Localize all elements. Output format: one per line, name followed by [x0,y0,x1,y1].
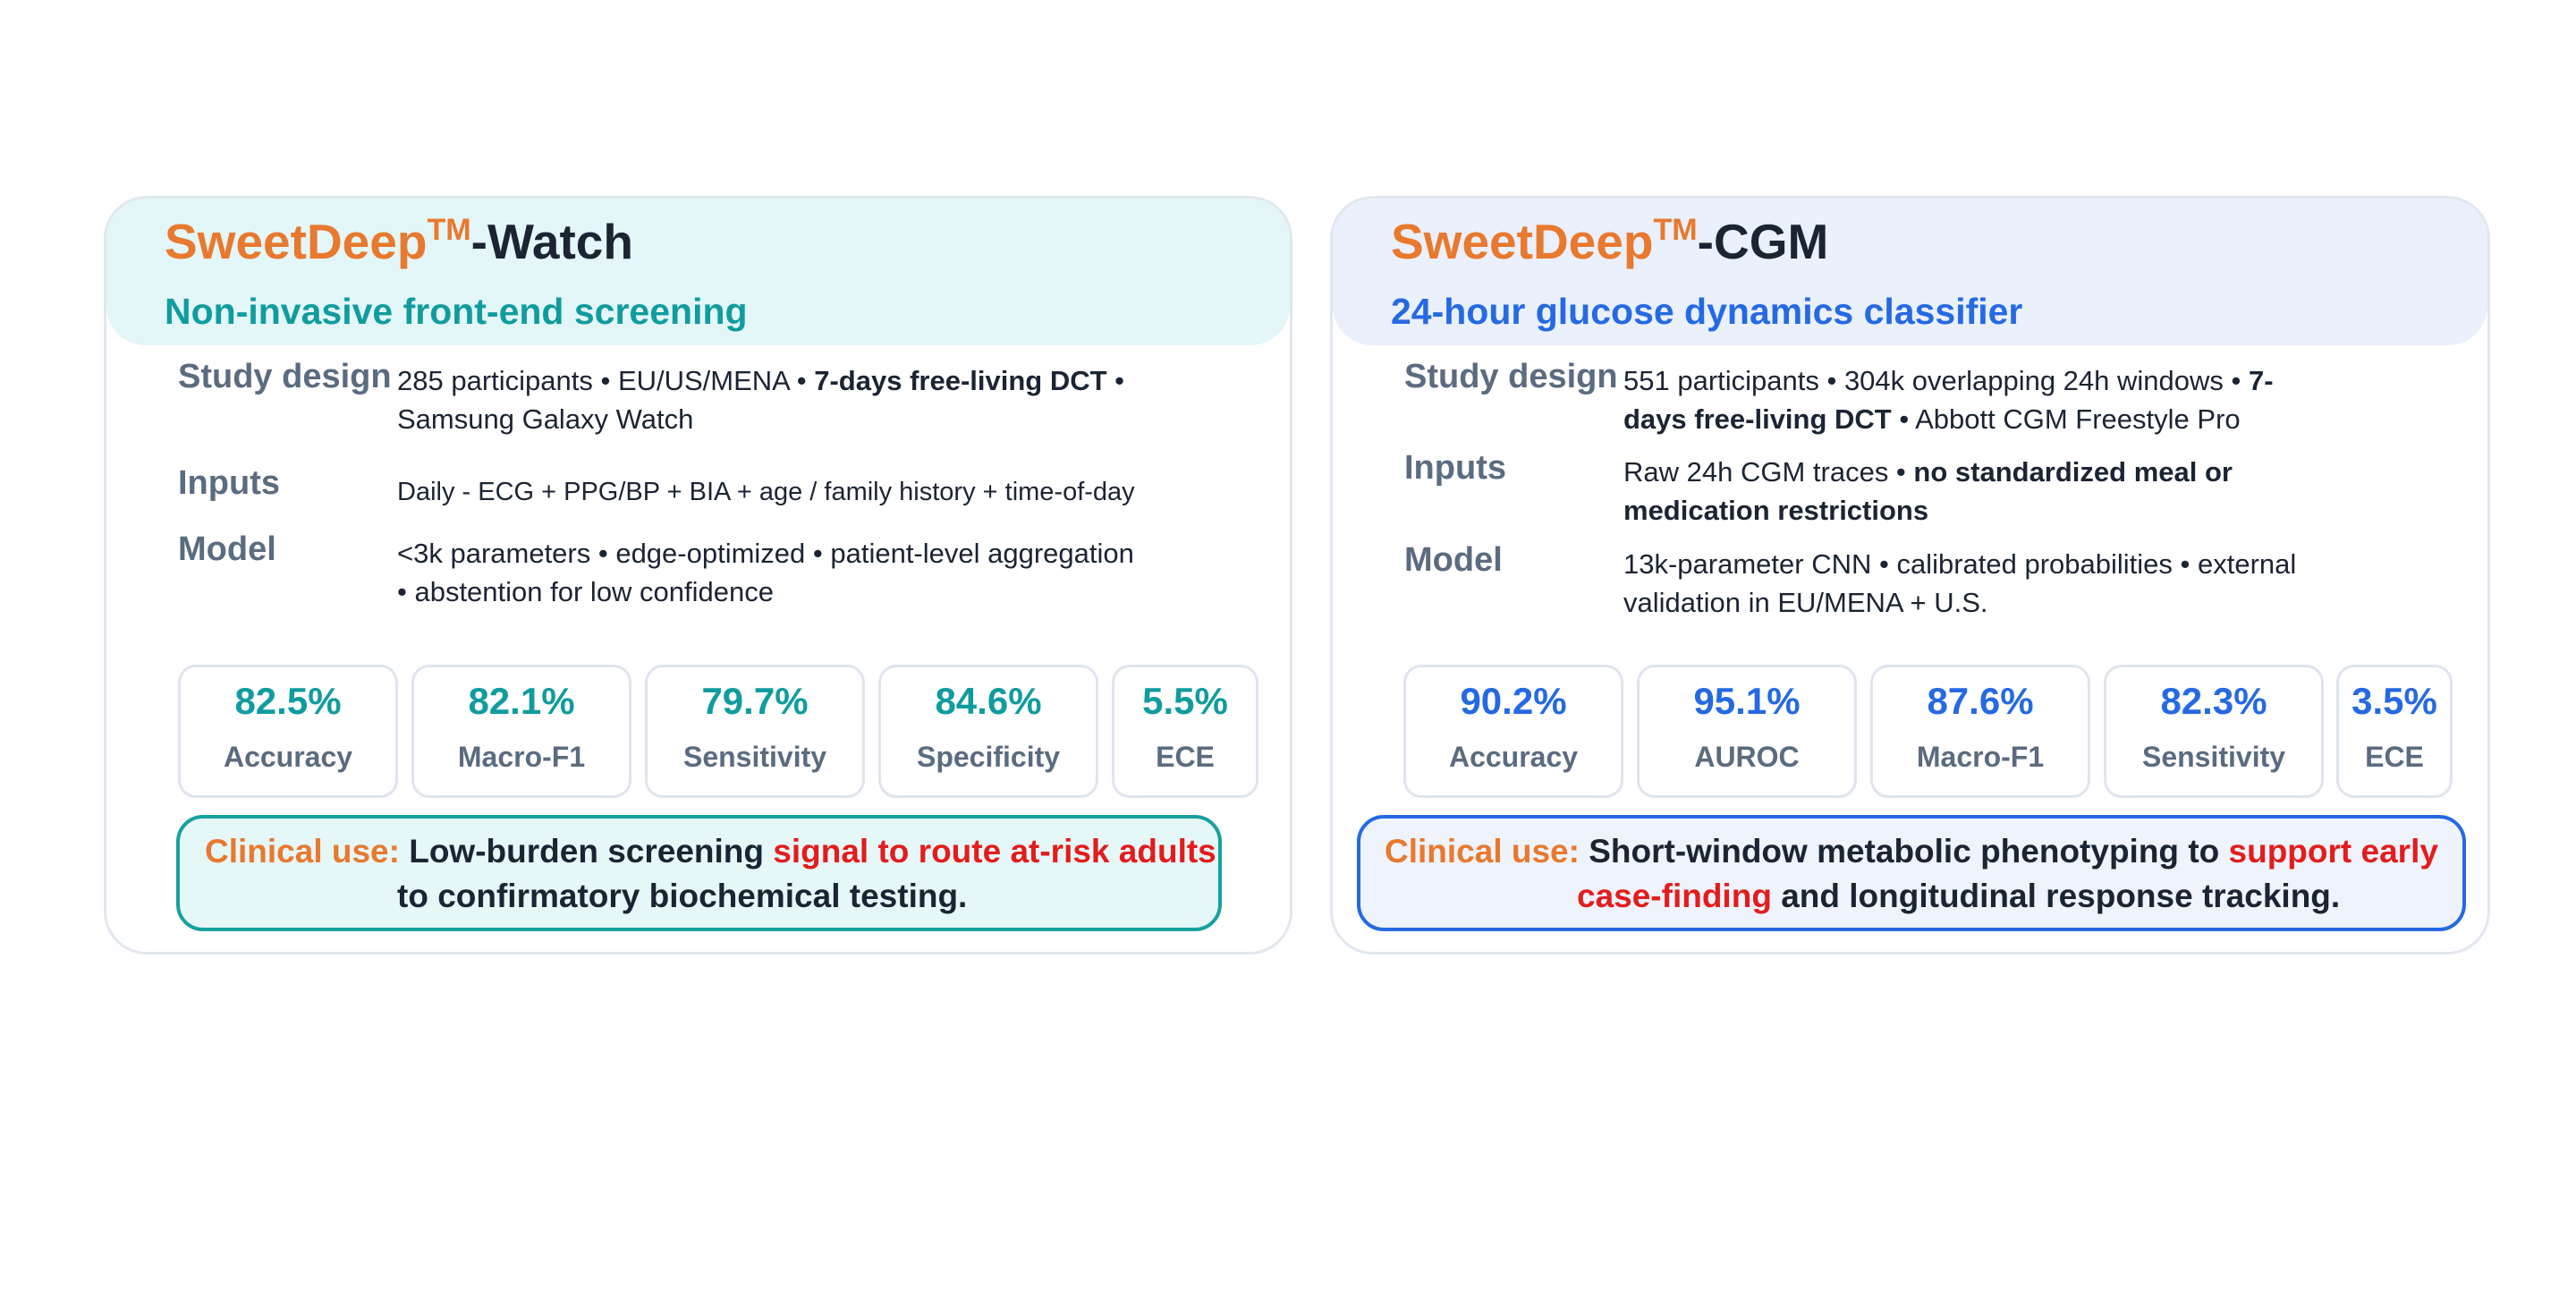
metric-value: 79.7% [701,680,809,722]
cgm-clinical-highlight: support early [2228,833,2438,870]
watch-clinical-text-a: Low-burden screening [399,833,774,870]
watch-model-text-line2: • abstention for low confidence [397,576,774,607]
metric-label: Sensitivity [682,741,827,773]
watch-metric-specificity: 84.6% Specificity [878,665,1098,798]
watch-trademark: TM [427,212,471,247]
watch-metric-ece: 5.5% ECE [1112,665,1258,798]
cgm-clinical-label: Clinical use: [1385,833,1580,870]
metric-label: Accuracy [1448,741,1579,773]
watch-study-design-text-bold: 7-days free-living DCT [814,365,1107,396]
metric-value: 95.1% [1693,680,1801,722]
watch-model-text: <3k parameters • edge-optimized • patien… [397,534,1229,611]
metric-label: ECE [2365,741,2424,773]
cgm-inputs-text-bold: no standardized meal or [1913,456,2233,488]
watch-metric-macro-f1: 82.1% Macro-F1 [411,665,631,798]
watch-clinical-highlight: signal to route at-risk adults [773,833,1216,870]
watch-inputs-text: Daily - ECG + PPG/BP + BIA + age / famil… [397,478,1135,506]
watch-study-design-text: 285 participants • EU/US/MENA • 7-days f… [397,361,1229,438]
cgm-study-design-label: Study design [1404,358,1618,395]
watch-clinical-label: Clinical use: [205,833,400,870]
cgm-inputs-label: Inputs [1404,449,1506,487]
cgm-metric-macro-f1: 87.6% Macro-F1 [1870,665,2090,798]
cgm-panel: SweetDeepTM-CGM 24-hour glucose dynamics… [1330,196,2490,954]
metric-label: Macro-F1 [1916,741,2045,773]
cgm-metric-sensitivity: 82.3% Sensitivity [2104,665,2324,798]
metric-value: 82.5% [234,680,342,722]
watch-clinical-text-line2: to confirmatory biochemical testing. [397,878,968,914]
metric-value: 5.5% [1142,680,1228,722]
watch-study-design-text-c: • [1106,365,1125,396]
cgm-clinical-highlight2: case-finding [1577,878,1772,914]
watch-brand: SweetDeep [165,214,428,269]
watch-model-text-line1: <3k parameters • edge-optimized • patien… [397,538,1134,569]
metric-value: 82.1% [468,680,575,722]
cgm-model-text-line2: validation in EU/MENA + U.S. [1623,587,1988,618]
cgm-product-suffix: -CGM [1697,214,1829,269]
metric-value: 90.2% [1460,680,1567,722]
watch-header [106,199,1290,345]
metric-label: AUROC [1694,741,1800,773]
cgm-study-design-text: 551 participants • 304k overlapping 24h … [1623,361,2411,438]
watch-model-label: Model [178,530,276,568]
watch-panel: SweetDeepTM-Watch Non-invasive front-end… [104,196,1292,954]
cgm-study-design-text-bold: 7- [2248,365,2274,396]
cgm-model-text-line1: 13k-parameter CNN • calibrated probabili… [1623,548,2297,580]
cgm-brand: SweetDeep [1391,214,1654,269]
metric-label: Accuracy [223,741,353,773]
metric-value: 3.5% [2351,680,2437,722]
watch-study-design-text-line2: Samsung Galaxy Watch [397,403,694,435]
cgm-metric-ece: 3.5% ECE [2336,665,2453,798]
cgm-title: SweetDeepTM-CGM [1391,213,1828,270]
cgm-trademark: TM [1653,212,1698,247]
metric-label: Specificity [916,741,1061,773]
cgm-header [1333,199,2487,345]
cgm-inputs-text: Raw 24h CGM traces • no standardized mea… [1623,453,2411,530]
metric-value: 87.6% [1927,680,2034,722]
watch-inputs-label: Inputs [178,464,280,502]
metric-label: Macro-F1 [457,741,586,773]
watch-subtitle: Non-invasive front-end screening [165,291,748,332]
watch-title: SweetDeepTM-Watch [165,213,633,270]
metric-label: Sensitivity [2141,741,2286,773]
metric-value: 84.6% [935,680,1042,722]
cgm-model-label: Model [1404,541,1503,579]
cgm-model-text: 13k-parameter CNN • calibrated probabili… [1623,545,2411,622]
cgm-inputs-text-a: Raw 24h CGM traces • [1623,456,1914,488]
cgm-clinical-text-a: Short-window metabolic phenotyping to [1579,833,2229,870]
cgm-study-design-text-a: 551 participants • 304k overlapping 24h … [1623,365,2249,396]
cgm-clinical-text-b: and longitudinal response tracking. [1771,878,2341,914]
watch-clinical-use-box: Clinical use: Low-burden screening signa… [176,815,1222,931]
metric-label: ECE [1156,741,1215,773]
cgm-inputs-text-bold2: medication restrictions [1623,495,1929,526]
watch-metric-accuracy: 82.5% Accuracy [178,665,398,798]
cgm-study-design-text-bold2: days free-living DCT [1623,403,1892,435]
cgm-subtitle: 24-hour glucose dynamics classifier [1391,291,2023,332]
metric-value: 82.3% [2160,680,2267,722]
cgm-study-design-text-b: • Abbott CGM Freestyle Pro [1891,403,2241,435]
cgm-metric-auroc: 95.1% AUROC [1637,665,1857,798]
cgm-clinical-use-box: Clinical use: Short-window metabolic phe… [1357,815,2466,931]
cgm-metric-accuracy: 90.2% Accuracy [1403,665,1623,798]
watch-metric-sensitivity: 79.7% Sensitivity [645,665,865,798]
watch-study-design-label: Study design [178,358,392,395]
watch-study-design-text-a: 285 participants • EU/US/MENA • [397,365,815,396]
watch-product-suffix: -Watch [470,214,633,269]
